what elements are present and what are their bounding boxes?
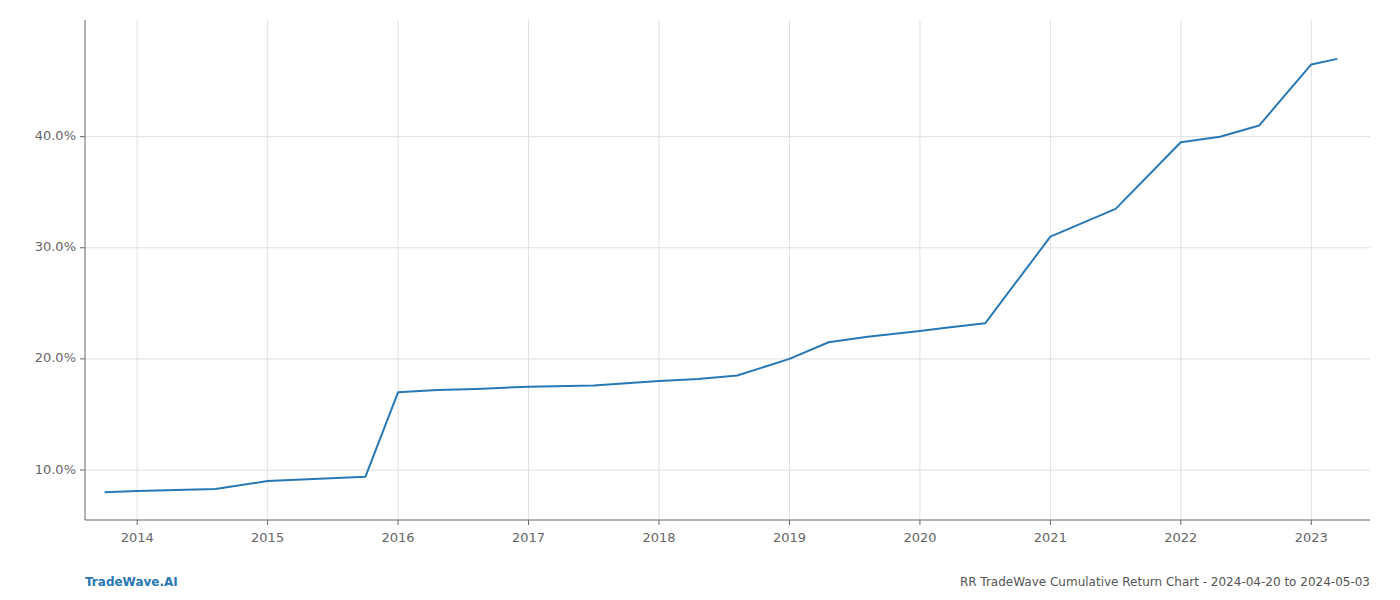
y-tick-label: 10.0% bbox=[35, 462, 76, 477]
y-grid-line bbox=[85, 136, 1370, 137]
y-tick bbox=[80, 247, 85, 248]
x-tick-label: 2021 bbox=[1034, 530, 1067, 545]
x-tick-label: 2015 bbox=[251, 530, 284, 545]
x-tick bbox=[1311, 520, 1312, 525]
y-tick bbox=[80, 470, 85, 471]
chart-svg: 10.0% 20.0% 30.0% 40.0% 2014 2015 2016 2017 2018… bbox=[0, 0, 1400, 600]
x-tick-label: 2019 bbox=[773, 530, 806, 545]
y-axis-line bbox=[85, 20, 86, 520]
y-tick bbox=[80, 358, 85, 359]
line-series bbox=[105, 59, 1338, 492]
axes: 10.0% 20.0% 30.0% 40.0% 2014 2015 2016 2017 2018… bbox=[35, 20, 1370, 545]
x-tick-label: 2022 bbox=[1164, 530, 1197, 545]
x-grid-line bbox=[1050, 20, 1051, 520]
y-tick-label: 20.0% bbox=[35, 350, 76, 365]
watermark-left: TradeWave.AI bbox=[85, 575, 178, 589]
x-tick bbox=[398, 520, 399, 525]
x-grid-line bbox=[267, 20, 268, 520]
y-grid-line bbox=[85, 358, 1370, 359]
x-grid-line bbox=[1180, 20, 1181, 520]
chart-container: 10.0% 20.0% 30.0% 40.0% 2014 2015 2016 2017 2018… bbox=[0, 0, 1400, 600]
x-axis-line bbox=[85, 520, 1370, 521]
x-grid-line bbox=[789, 20, 790, 520]
x-tick bbox=[659, 520, 660, 525]
x-tick-label: 2023 bbox=[1295, 530, 1328, 545]
y-tick-label: 30.0% bbox=[35, 239, 76, 254]
x-grid-line bbox=[398, 20, 399, 520]
y-tick bbox=[80, 136, 85, 137]
watermark-right: RR TradeWave Cumulative Return Chart - 2… bbox=[960, 575, 1370, 589]
x-grid-line bbox=[919, 20, 920, 520]
y-grid-line bbox=[85, 247, 1370, 248]
y-grid-line bbox=[85, 470, 1370, 471]
y-tick-label: 40.0% bbox=[35, 128, 76, 143]
x-tick-label: 2017 bbox=[512, 530, 545, 545]
x-grid-line bbox=[659, 20, 660, 520]
x-tick bbox=[1180, 520, 1181, 525]
x-tick-label: 2020 bbox=[903, 530, 936, 545]
x-grid-line bbox=[1311, 20, 1312, 520]
x-tick bbox=[137, 520, 138, 525]
x-tick bbox=[528, 520, 529, 525]
x-tick bbox=[789, 520, 790, 525]
x-grid-line bbox=[137, 20, 138, 520]
x-tick bbox=[1050, 520, 1051, 525]
x-tick-label: 2018 bbox=[642, 530, 675, 545]
grid bbox=[85, 20, 1370, 520]
x-tick-label: 2016 bbox=[382, 530, 415, 545]
plot-area bbox=[105, 59, 1338, 492]
x-tick bbox=[267, 520, 268, 525]
x-tick bbox=[919, 520, 920, 525]
x-grid-line bbox=[528, 20, 529, 520]
x-tick-label: 2014 bbox=[121, 530, 154, 545]
